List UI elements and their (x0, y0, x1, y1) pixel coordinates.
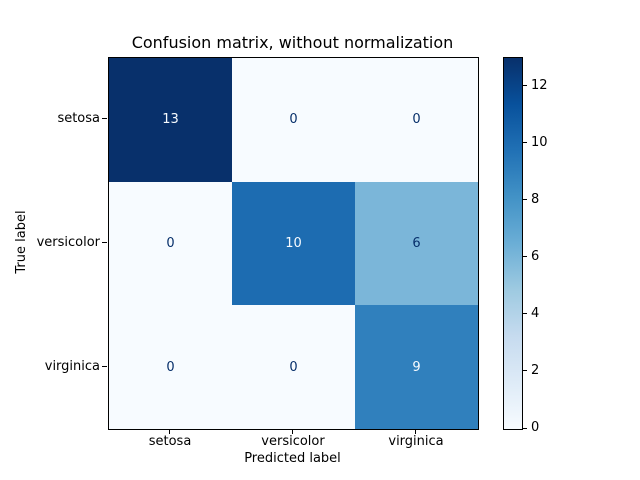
colorbar-tick-mark (523, 256, 527, 258)
matrix-cell-1-2: 6 (355, 181, 478, 306)
x-axis-label: Predicted label (244, 451, 341, 466)
y-tick-label-setosa: setosa (57, 111, 100, 126)
matrix-cell-2-1: 0 (232, 305, 355, 429)
matrix-cell-2-2: 9 (355, 305, 478, 429)
colorbar-tick-label: 2 (531, 362, 540, 378)
y-tick-mark (102, 118, 107, 119)
colorbar-tick-mark (523, 199, 527, 201)
colorbar-tick-mark (523, 313, 527, 315)
matrix-cell-1-1: 10 (232, 181, 355, 306)
colorbar-tick-mark (523, 142, 527, 144)
x-tick-mark (415, 429, 416, 434)
colorbar-tick-mark (523, 85, 527, 87)
y-axis-label: True label (14, 210, 29, 274)
x-tick-mark (292, 429, 293, 434)
matrix-cell-2-0: 0 (109, 305, 232, 429)
matrix-cell-0-2: 0 (355, 58, 478, 182)
colorbar-tick-mark (523, 370, 527, 372)
y-tick-mark (102, 242, 107, 243)
x-tick-label-virginica: virginica (388, 434, 444, 449)
colorbar-tick-label: 10 (531, 134, 548, 150)
colorbar (503, 57, 523, 430)
colorbar-tick-label: 4 (531, 305, 540, 321)
x-tick-label-versicolor: versicolor (261, 434, 325, 449)
matrix-cell-0-0: 13 (109, 58, 232, 182)
x-tick-label-setosa: setosa (148, 434, 192, 449)
colorbar-tick-label: 12 (531, 77, 548, 93)
matrix-cell-0-1: 0 (232, 58, 355, 182)
x-tick-mark (169, 429, 170, 434)
y-tick-label-versicolor: versicolor (36, 235, 100, 250)
chart-title: Confusion matrix, without normalization (131, 33, 454, 52)
colorbar-tick-label: 0 (531, 420, 540, 435)
matrix-cell-1-0: 0 (109, 181, 232, 306)
colorbar-tick-label: 6 (531, 248, 540, 264)
colorbar-ticks: 0 2 4 6 8 10 12 (522, 57, 582, 435)
colorbar-tick-mark (523, 427, 527, 429)
y-tick-label-virginica: virginica (44, 359, 100, 374)
heatmap-grid: 13 0 0 0 10 6 0 0 9 (108, 57, 479, 430)
colorbar-tick-label: 8 (531, 191, 540, 207)
y-tick-mark (102, 366, 107, 367)
